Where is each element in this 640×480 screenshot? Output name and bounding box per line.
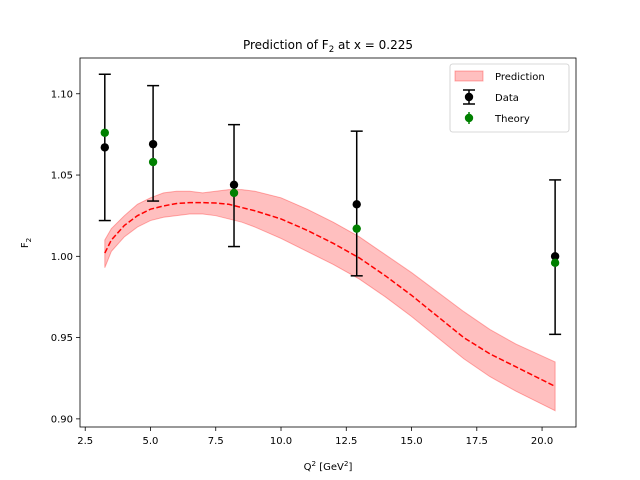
y-axis: 0.90 0.95 1.00 1.05 1.10 — [51, 89, 80, 425]
data-marker — [352, 200, 361, 209]
x-tick-label: 20.0 — [531, 436, 553, 447]
data-point — [549, 179, 562, 336]
y-axis-title: F2​ — [20, 238, 33, 248]
x-axis: 2.5 5.0 7.5 10.0 12.5 15.0 17.5 20.0 — [77, 427, 553, 447]
x-axis-title: Q2​ [GeV2​] — [304, 459, 353, 473]
x-tick-label: 17.5 — [466, 436, 488, 447]
legend: Prediction Data Theory — [449, 63, 570, 133]
prediction-central-line — [104, 201, 556, 388]
theory-marker — [550, 258, 560, 268]
x-tick-label: 12.5 — [335, 436, 357, 447]
data-marker — [100, 143, 110, 152]
legend-data-label: Data — [495, 93, 519, 104]
y-tick-label: 1.10 — [51, 89, 73, 100]
data-point — [350, 130, 363, 277]
theory-marker — [100, 128, 110, 137]
legend-prediction-label: Prediction — [495, 72, 545, 83]
prediction-band — [104, 189, 556, 412]
data-marker — [229, 180, 239, 189]
plot-frame — [79, 57, 577, 428]
data-point — [147, 84, 160, 202]
legend-theory-marker — [464, 113, 474, 123]
data-point — [98, 73, 111, 222]
theory-marker — [352, 224, 361, 233]
y-tick-label: 1.05 — [51, 171, 73, 182]
theory-marker — [148, 157, 158, 167]
legend-theory-label: Theory — [494, 114, 530, 125]
legend-box — [449, 63, 570, 133]
x-tick-label: 5.0 — [143, 436, 159, 447]
x-tick-label: 2.5 — [77, 436, 93, 447]
x-tick-label: 7.5 — [208, 436, 224, 447]
data-marker — [550, 252, 560, 261]
legend-prediction-swatch — [454, 70, 484, 82]
y-tick-label: 0.90 — [51, 414, 73, 425]
y-tick-label: 0.95 — [51, 333, 73, 344]
x-tick-label: 10.0 — [270, 436, 292, 447]
legend-data-marker — [464, 92, 474, 102]
theory-marker — [229, 188, 239, 198]
chart-title: Prediction of F2​ at x = 0.225 — [243, 38, 413, 55]
plot-area — [98, 73, 562, 412]
data-point — [228, 123, 241, 248]
data-marker — [148, 139, 158, 149]
y-tick-label: 1.00 — [51, 252, 73, 263]
x-tick-label: 15.0 — [400, 436, 422, 447]
